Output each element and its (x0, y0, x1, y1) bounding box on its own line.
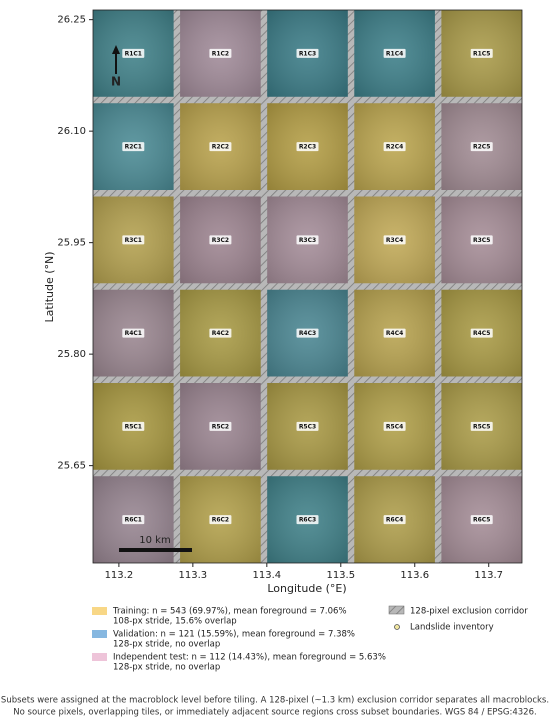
x-tick-label: 113.2 (105, 570, 134, 581)
tile-label: R5C4 (386, 423, 403, 430)
tile-label: R3C1 (125, 237, 142, 244)
tile-label: R2C3 (299, 144, 316, 151)
y-tick-label: 26.25 (57, 15, 86, 26)
inventory-legend-marker (394, 624, 400, 630)
tile-label-box (296, 142, 319, 152)
tile-label-box (209, 235, 232, 245)
tile-label: R4C1 (125, 330, 142, 337)
tile-label: R1C5 (473, 50, 490, 57)
tile-label-box (209, 328, 232, 338)
tile-label-box (470, 142, 493, 152)
tile-label: R5C1 (125, 423, 142, 430)
tile-label: R6C2 (212, 517, 229, 524)
y-tick-label: 25.65 (57, 461, 86, 472)
exclusion-corridor (93, 10, 522, 563)
legend-label: 128-pixel exclusion corridor (410, 607, 528, 617)
tile-label-box (383, 515, 406, 525)
legend-label: 128-px stride, no overlap (113, 640, 220, 650)
tile-label-box (383, 328, 406, 338)
x-tick-label: 113.6 (400, 570, 429, 581)
legend-patch (92, 630, 107, 638)
tile-label-box (122, 48, 145, 58)
x-tick-label: 113.3 (179, 570, 208, 581)
tile-label: R6C5 (473, 517, 490, 524)
tile-label: R1C3 (299, 50, 316, 57)
tile-label: R3C3 (299, 237, 316, 244)
tile-label-box (383, 48, 406, 58)
north-label: N (111, 75, 121, 89)
tile-label-box (296, 235, 319, 245)
scale-bar (119, 548, 192, 552)
tile-label-box (470, 515, 493, 525)
y-tick-label: 25.95 (57, 238, 86, 249)
tile-label-box (383, 421, 406, 431)
tile-label-box (470, 421, 493, 431)
tile-label: R1C1 (125, 50, 142, 57)
tile-label-box (383, 235, 406, 245)
tile-label-box (122, 515, 145, 525)
y-axis-label: Latitude (°N) (43, 251, 56, 322)
tile-label-box (296, 48, 319, 58)
legend-label: Independent test: n = 112 (14.43%), mean… (113, 653, 386, 663)
tile-label-box (470, 328, 493, 338)
x-tick-label: 113.7 (474, 570, 503, 581)
x-tick-label: 113.4 (252, 570, 281, 581)
legend-label: 128-px stride, no overlap (113, 663, 220, 673)
legend-label: Training: n = 543 (69.97%), mean foregro… (112, 607, 347, 617)
tile-label-box (296, 515, 319, 525)
footnote: Subsets were assigned at the macroblock … (1, 696, 549, 706)
tile-label-box (470, 48, 493, 58)
north-arrow-head (112, 45, 120, 54)
legend-label: Validation: n = 121 (15.59%), mean foreg… (113, 630, 355, 640)
tile-label: R5C3 (299, 423, 316, 430)
tile-label-box (209, 142, 232, 152)
tile-label: R3C4 (386, 237, 403, 244)
tile-label: R1C4 (386, 50, 403, 57)
tile-label: R6C3 (299, 517, 316, 524)
tile-label-box (296, 421, 319, 431)
tile-label-box (209, 48, 232, 58)
x-axis-label: Longitude (°E) (267, 582, 346, 595)
tile-label: R5C5 (473, 423, 490, 430)
tile-label: R4C4 (386, 330, 403, 337)
tile-label: R3C5 (473, 237, 490, 244)
tile-label-box (122, 328, 145, 338)
x-tick-label: 113.5 (326, 570, 355, 581)
tile-label: R2C1 (125, 144, 142, 151)
plot-frame (92, 9, 523, 564)
y-tick-label: 25.80 (57, 349, 86, 360)
tile-label-box (209, 421, 232, 431)
legend-patch (92, 653, 107, 661)
footnote: No source pixels, overlapping tiles, or … (13, 708, 536, 718)
tile-label: R2C4 (386, 144, 403, 151)
legend-label: Landslide inventory (410, 623, 494, 633)
scale-label: 10 km (139, 535, 170, 546)
y-tick-label: 26.10 (57, 126, 86, 137)
tile-label-box (122, 421, 145, 431)
tile-label: R3C2 (212, 237, 229, 244)
tile-label: R6C4 (386, 517, 403, 524)
legend-label: 108-px stride, 15.6% overlap (113, 617, 237, 627)
tile-label: R6C1 (125, 517, 142, 524)
tile-label: R4C3 (299, 330, 316, 337)
tile-label-box (383, 142, 406, 152)
tile-label: R4C5 (473, 330, 490, 337)
tile-label: R5C2 (212, 423, 229, 430)
tile-label-box (470, 235, 493, 245)
tile-label: R2C5 (473, 144, 490, 151)
tile-label-box (122, 142, 145, 152)
tile-label: R1C2 (212, 50, 229, 57)
tile-label-box (296, 328, 319, 338)
tile-label: R2C2 (212, 144, 229, 151)
tile-label: R4C2 (212, 330, 229, 337)
tile-label-box (209, 515, 232, 525)
corridor-legend-patch (388, 605, 405, 615)
tile-label-box (122, 235, 145, 245)
legend-patch (92, 607, 107, 615)
